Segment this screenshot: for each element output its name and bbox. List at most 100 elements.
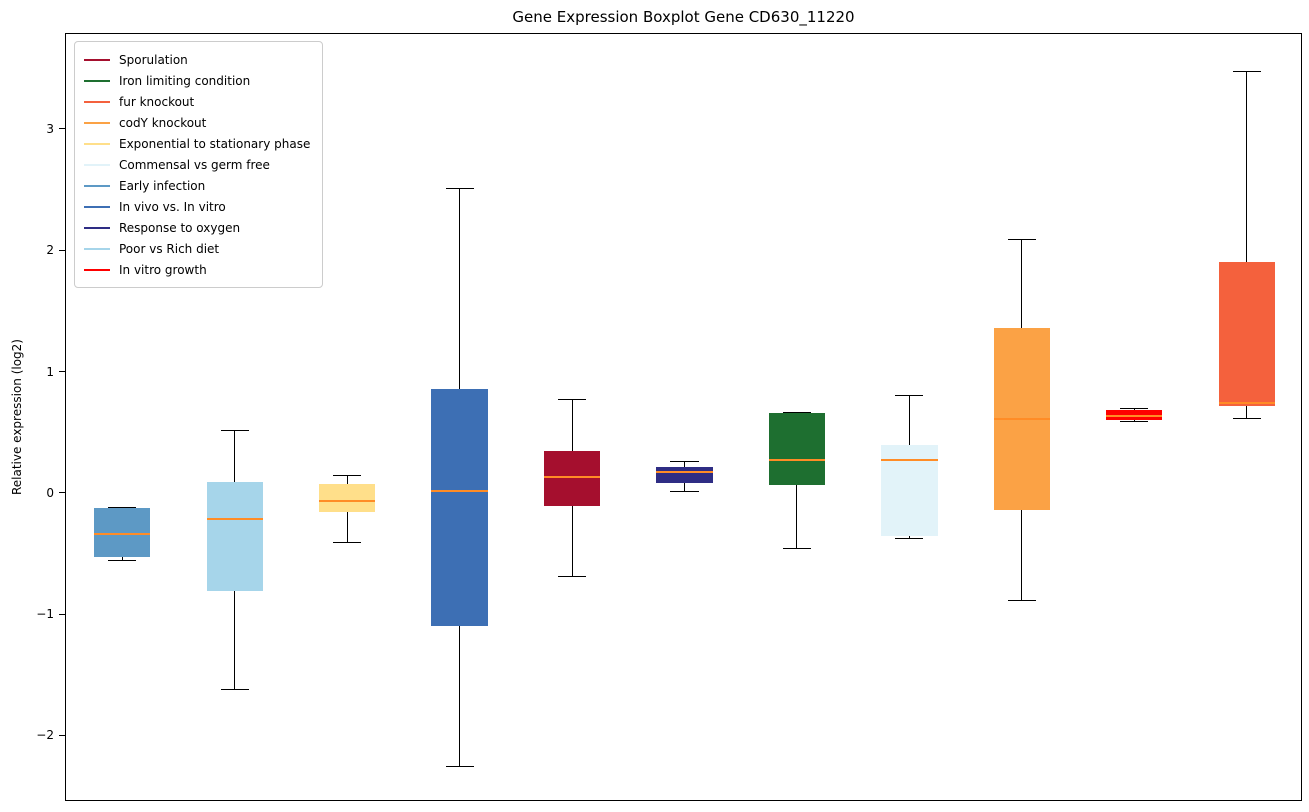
- legend-swatch: [84, 142, 110, 145]
- whisker-upper-exponential-to-stationary-phase: [346, 475, 348, 485]
- y-tick-mark: [59, 249, 65, 251]
- legend-label: Poor vs Rich diet: [119, 241, 220, 256]
- whisker-lower-in-vitro-growth: [1133, 419, 1135, 422]
- legend-swatch: [84, 247, 110, 250]
- legend-label: fur knockout: [119, 94, 195, 109]
- whisker-upper-commensal-vs-germ-free: [908, 395, 910, 446]
- legend-swatch: [84, 184, 110, 187]
- y-axis-label-text: Relative expression (log2): [10, 338, 24, 496]
- legend-label: In vivo vs. In vitro: [119, 199, 226, 214]
- legend-swatch: [84, 121, 110, 124]
- whisker-cap-lower-fur-knockout: [1232, 418, 1261, 420]
- whisker-lower-poor-vs-rich-diet: [234, 590, 236, 690]
- y-tick-label: 1: [46, 364, 54, 379]
- y-tick-mark: [59, 128, 65, 130]
- whisker-cap-lower-sporulation: [557, 575, 587, 577]
- legend: Sporulation Iron limiting condition fur kn…: [74, 41, 324, 288]
- plot-area: Sporulation Iron limiting condition fur kn…: [65, 33, 1302, 801]
- median-line-in-vitro-growth: [1106, 414, 1163, 417]
- y-tick-mark: [59, 371, 65, 372]
- legend-item: Early infection: [84, 175, 310, 196]
- whisker-cap-upper-response-to-oxygen: [670, 460, 699, 462]
- median-line-poor-vs-rich-diet: [206, 518, 263, 521]
- box-in-vivo-vs-in-vitro: [431, 389, 488, 627]
- median-line-sporulation: [543, 475, 601, 478]
- whisker-lower-in-vivo-vs-in-vitro: [459, 626, 461, 767]
- y-tick-label: 0: [46, 485, 54, 500]
- whisker-upper-cody-knockout: [1021, 239, 1023, 328]
- whisker-upper-sporulation: [571, 399, 573, 452]
- median-line-in-vivo-vs-in-vitro: [431, 490, 488, 493]
- whisker-cap-lower-in-vitro-growth: [1120, 420, 1149, 422]
- box-exponential-to-stationary-phase: [319, 484, 376, 512]
- legend-label: Iron limiting condition: [119, 73, 251, 88]
- legend-item: fur knockout: [84, 91, 310, 112]
- whisker-cap-upper-in-vitro-growth: [1120, 408, 1149, 410]
- whisker-cap-lower-response-to-oxygen: [670, 490, 699, 492]
- y-tick-label: −1: [36, 607, 54, 622]
- legend-item: In vitro growth: [84, 259, 310, 280]
- whisker-cap-lower-cody-knockout: [1007, 600, 1036, 602]
- whisker-cap-upper-sporulation: [557, 398, 587, 400]
- median-line-fur-knockout: [1218, 402, 1275, 405]
- median-line-commensal-vs-germ-free: [881, 458, 938, 461]
- y-tick-mark: [59, 613, 65, 615]
- legend-swatch: [84, 163, 110, 166]
- whisker-lower-sporulation: [571, 505, 573, 577]
- legend-item: In vivo vs. In vitro: [84, 196, 310, 217]
- whisker-cap-upper-poor-vs-rich-diet: [220, 430, 249, 432]
- box-sporulation: [543, 451, 601, 506]
- legend-swatch: [84, 58, 110, 61]
- y-tick-label: −2: [36, 728, 54, 743]
- legend-swatch: [84, 268, 110, 271]
- median-line-exponential-to-stationary-phase: [319, 500, 376, 503]
- whisker-cap-upper-exponential-to-stationary-phase: [333, 475, 362, 477]
- whisker-lower-cody-knockout: [1021, 509, 1023, 601]
- y-tick-label: 2: [46, 243, 54, 258]
- legend-item: Sporulation: [84, 49, 310, 70]
- whisker-cap-upper-fur-knockout: [1232, 71, 1261, 73]
- legend-label: Early infection: [119, 178, 206, 193]
- whisker-cap-lower-early-infection: [108, 560, 137, 562]
- whisker-cap-lower-commensal-vs-germ-free: [895, 538, 924, 540]
- box-response-to-oxygen: [656, 467, 713, 483]
- median-line-cody-knockout: [993, 417, 1050, 420]
- whisker-cap-upper-in-vivo-vs-in-vitro: [445, 187, 474, 189]
- whisker-cap-lower-in-vivo-vs-in-vitro: [445, 766, 474, 768]
- median-line-response-to-oxygen: [656, 470, 713, 473]
- whisker-lower-iron-limiting-condition: [796, 485, 798, 549]
- whisker-cap-lower-exponential-to-stationary-phase: [333, 541, 362, 543]
- legend-label: Commensal vs germ free: [119, 157, 270, 172]
- y-tick-mark: [59, 492, 65, 494]
- y-axis-label: Relative expression (log2): [8, 33, 26, 801]
- legend-swatch: [84, 205, 110, 208]
- whisker-lower-commensal-vs-germ-free: [908, 536, 910, 539]
- whisker-upper-fur-knockout: [1246, 71, 1248, 263]
- legend-item: codY knockout: [84, 112, 310, 133]
- legend-item: Iron limiting condition: [84, 70, 310, 91]
- y-tick-mark: [59, 734, 65, 736]
- legend-label: Exponential to stationary phase: [119, 136, 311, 151]
- whisker-cap-upper-cody-knockout: [1007, 238, 1036, 240]
- whisker-upper-in-vivo-vs-in-vitro: [459, 188, 461, 390]
- median-line-iron-limiting-condition: [768, 458, 826, 461]
- whisker-lower-fur-knockout: [1246, 406, 1248, 419]
- whisker-upper-response-to-oxygen: [684, 461, 685, 468]
- whisker-cap-lower-iron-limiting-condition: [782, 547, 811, 549]
- median-line-early-infection: [94, 532, 151, 535]
- whisker-lower-exponential-to-stationary-phase: [346, 512, 348, 543]
- legend-swatch: [84, 226, 110, 229]
- whisker-upper-in-vitro-growth: [1133, 408, 1135, 411]
- legend-item: Poor vs Rich diet: [84, 238, 310, 259]
- legend-swatch: [84, 79, 110, 82]
- legend-label: Sporulation: [119, 52, 188, 67]
- box-iron-limiting-condition: [768, 412, 826, 486]
- legend-item: Commensal vs germ free: [84, 154, 310, 175]
- whisker-upper-early-infection: [121, 507, 123, 509]
- whisker-upper-poor-vs-rich-diet: [234, 430, 236, 482]
- legend-item: Exponential to stationary phase: [84, 133, 310, 154]
- legend-swatch: [84, 100, 110, 103]
- chart-title: Gene Expression Boxplot Gene CD630_11220: [512, 8, 855, 26]
- whisker-cap-upper-early-infection: [108, 506, 137, 508]
